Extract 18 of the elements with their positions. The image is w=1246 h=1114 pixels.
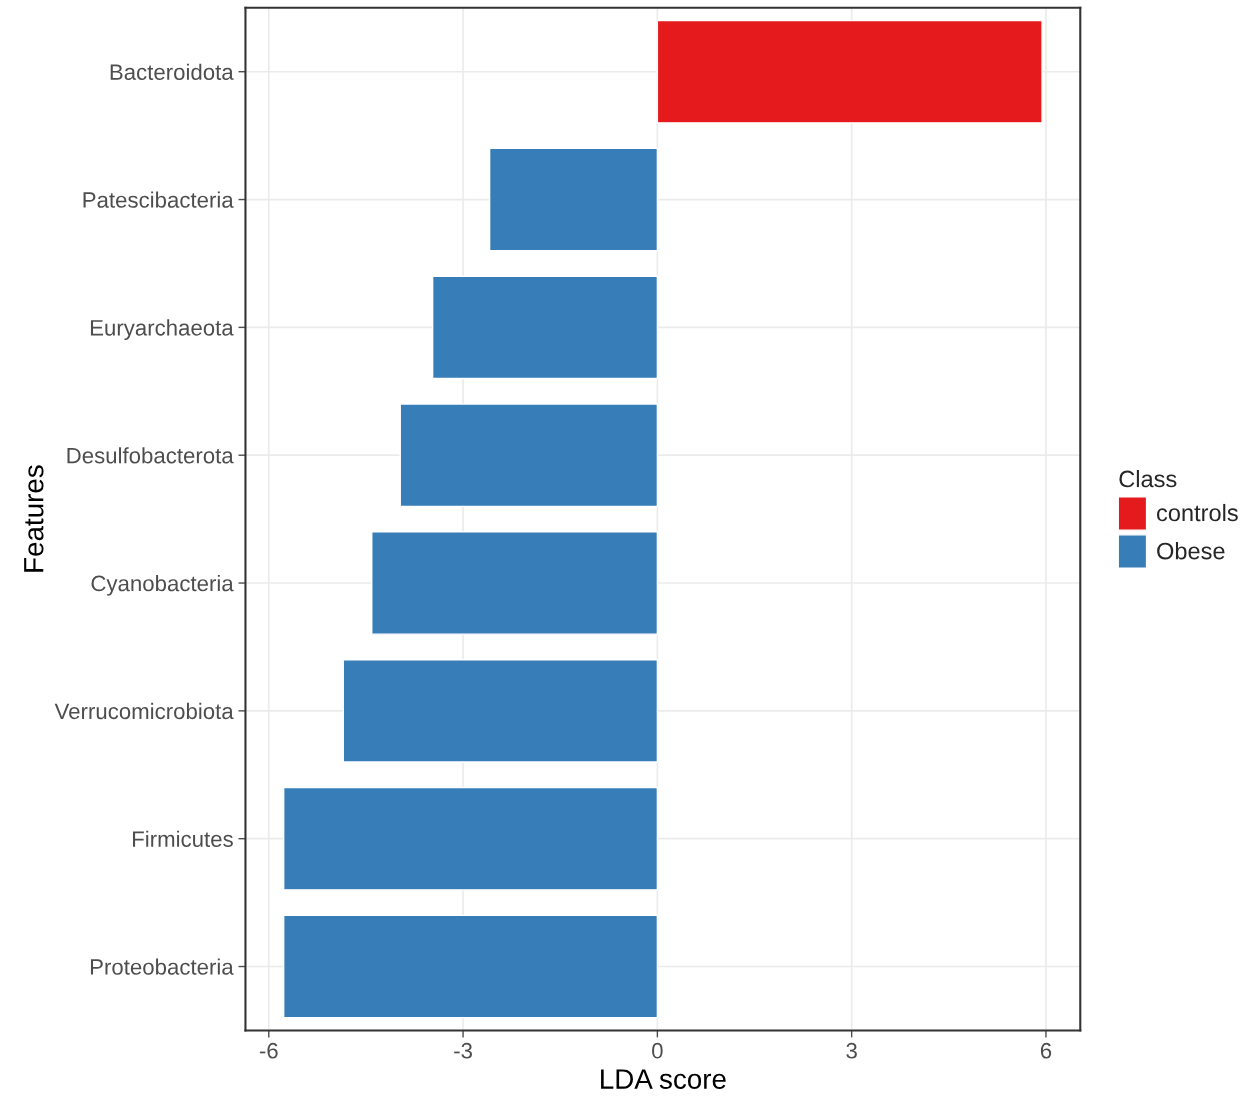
x-tick-label: -3 — [454, 1042, 472, 1059]
legend-label: Obese — [1157, 542, 1225, 560]
y-tick-label: Euryarchaeota — [90, 319, 234, 341]
x-tick-label: 6 — [1040, 1042, 1052, 1059]
y-tick-label: Proteobacteria — [90, 958, 234, 975]
x-axis-title: LDA score — [601, 1069, 726, 1089]
x-tick-label: 0 — [652, 1042, 663, 1059]
x-tick-label: 3 — [846, 1042, 857, 1059]
legend-label: controls — [1157, 503, 1238, 522]
legend-title: Class — [1119, 469, 1177, 488]
y-tick-label: Bacteroidota — [110, 63, 234, 80]
y-tick-label: Firmicutes — [133, 830, 233, 847]
y-tick-label: Desulfobacterota — [67, 447, 234, 464]
y-tick-label: Patescibacteria — [83, 191, 234, 208]
y-axis-title: Features — [24, 465, 44, 572]
x-tick-label: -6 — [259, 1042, 278, 1059]
y-tick-label: Verrucomicrobiota — [54, 702, 234, 720]
y-tick-label: Cyanobacteria — [91, 574, 234, 596]
